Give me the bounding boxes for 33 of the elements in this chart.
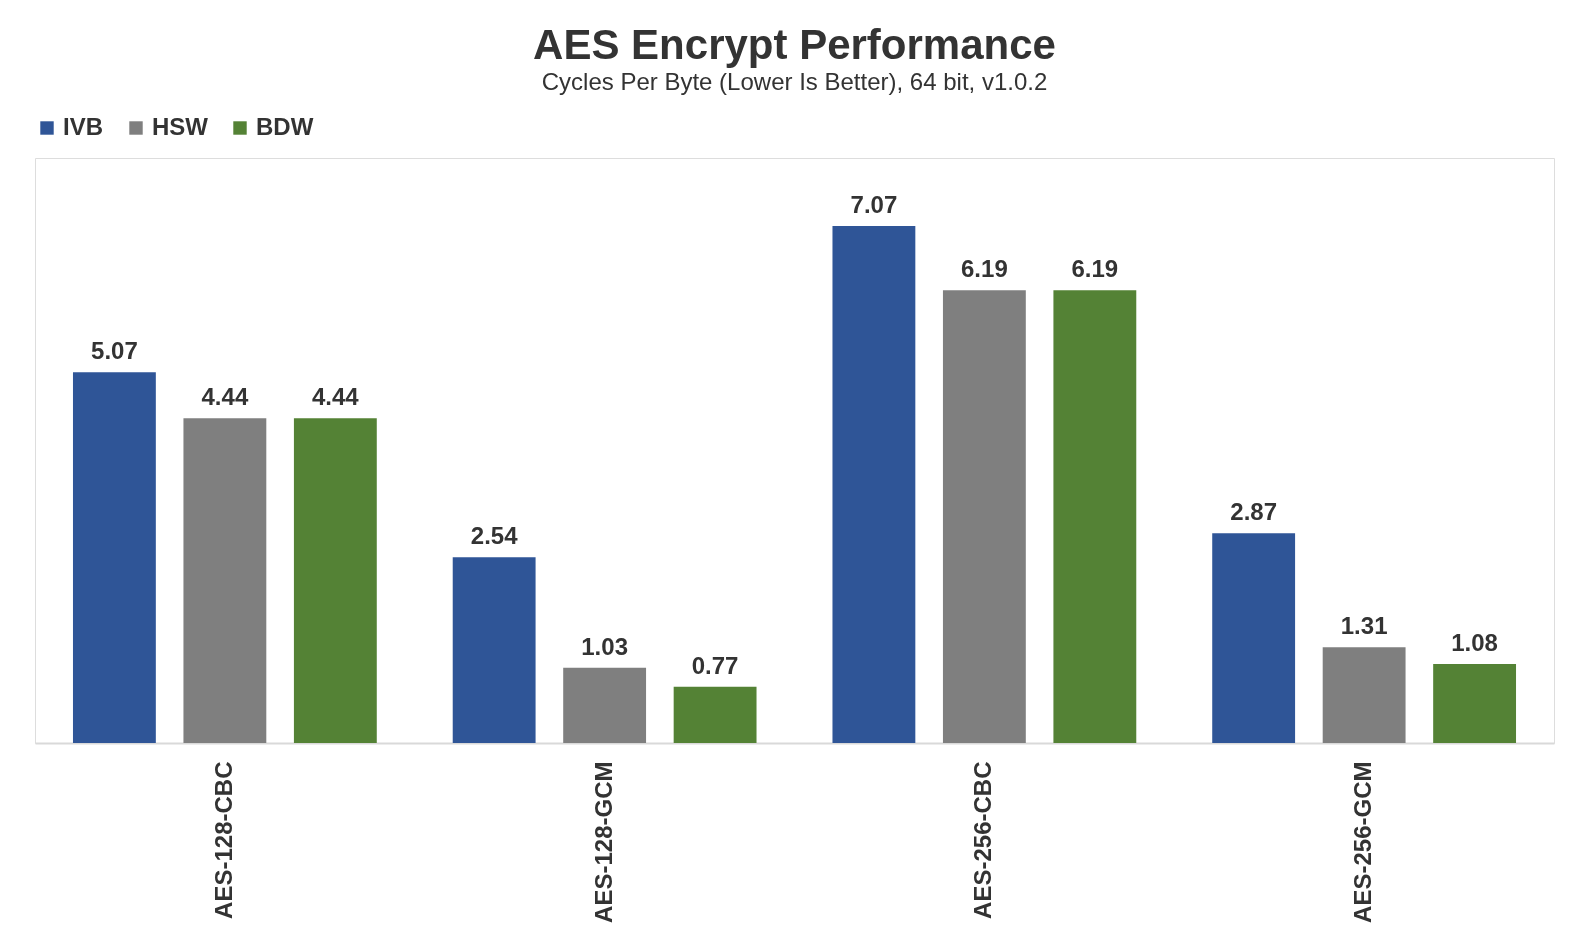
bar (673, 686, 757, 743)
x-tick-label: AES-256-GCM (1349, 761, 1377, 923)
bar (72, 372, 156, 743)
bar (452, 557, 536, 743)
data-label: 6.19 (961, 255, 1008, 283)
bar (1212, 533, 1296, 743)
bar (832, 226, 916, 743)
x-tick-label: AES-128-GCM (589, 761, 617, 923)
data-label: 6.19 (1071, 255, 1119, 283)
data-label: 1.31 (1340, 612, 1388, 640)
bar (1053, 290, 1137, 743)
data-label: 2.87 (1230, 498, 1278, 526)
data-label: 1.08 (1451, 629, 1498, 657)
data-label: 1.03 (581, 632, 628, 660)
legend-label: BDW (256, 113, 314, 140)
x-tick-label: AES-128-CBC (209, 761, 237, 919)
data-label: 4.44 (311, 383, 360, 411)
legend-label: IVB (63, 113, 104, 140)
data-label: 7.07 (850, 191, 898, 219)
chart-title: AES Encrypt Performance (533, 21, 1056, 68)
legend-label: HSW (152, 113, 209, 140)
bar (183, 418, 267, 743)
data-label: 0.77 (691, 651, 739, 679)
data-label: 2.54 (470, 522, 519, 550)
bar (1322, 647, 1406, 743)
bar (563, 667, 647, 743)
bar (942, 290, 1026, 743)
x-tick-label: AES-256-CBC (969, 761, 997, 919)
bar (1433, 664, 1517, 743)
bar (293, 418, 377, 743)
data-label: 5.07 (91, 337, 138, 365)
data-label: 4.44 (201, 383, 249, 411)
chart-subtitle: Cycles Per Byte (Lower Is Better), 64 bit, v1.0.2 (541, 68, 1048, 95)
